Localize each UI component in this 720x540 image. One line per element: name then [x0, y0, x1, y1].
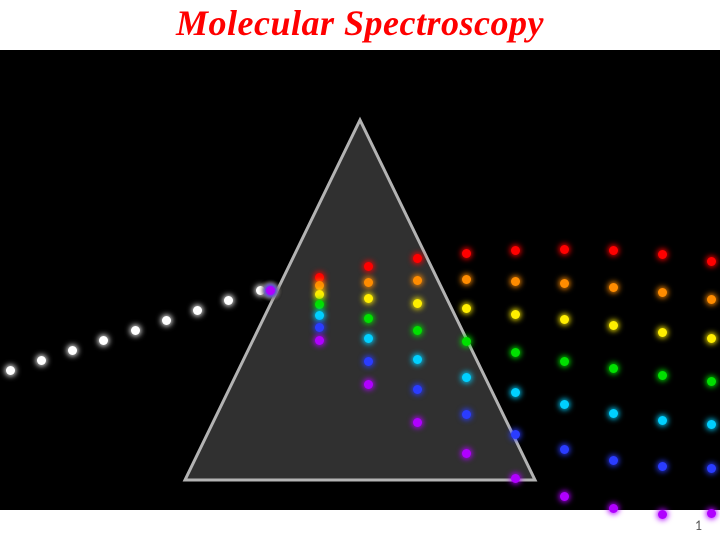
spectrum-photon-violet	[462, 449, 471, 458]
spectrum-photon-violet	[609, 504, 618, 513]
spectrum-photon-red	[658, 250, 667, 259]
spectrum-photon-green	[315, 300, 324, 309]
spectrum-photon-violet	[560, 492, 569, 501]
prism-icon	[0, 50, 720, 510]
spectrum-photon-violet	[266, 286, 275, 295]
spectrum-photon-green	[658, 371, 667, 380]
spectrum-photon-violet	[413, 418, 422, 427]
spectrum-photon-red	[560, 245, 569, 254]
spectrum-photon-blue	[413, 385, 422, 394]
slide-title: Molecular Spectroscopy	[0, 2, 720, 44]
spectrum-photon-yellow	[658, 328, 667, 337]
incoming-photon	[224, 296, 233, 305]
spectrum-photon-blue	[511, 430, 520, 439]
spectrum-photon-green	[707, 377, 716, 386]
slide: Molecular Spectroscopy 1	[0, 0, 720, 540]
spectrum-photon-orange	[707, 295, 716, 304]
spectrum-photon-violet	[511, 474, 520, 483]
spectrum-photon-blue	[364, 357, 373, 366]
spectrum-photon-orange	[364, 278, 373, 287]
spectrum-photon-orange	[315, 281, 324, 290]
spectrum-photon-red	[413, 254, 422, 263]
spectrum-photon-violet	[364, 380, 373, 389]
spectrum-photon-red	[462, 249, 471, 258]
spectrum-photon-yellow	[560, 315, 569, 324]
spectrum-photon-yellow	[707, 334, 716, 343]
incoming-photon	[68, 346, 77, 355]
spectrum-photon-yellow	[609, 321, 618, 330]
spectrum-photon-green	[511, 348, 520, 357]
spectrum-photon-blue	[462, 410, 471, 419]
spectrum-photon-cyan	[462, 373, 471, 382]
prism-shape	[185, 120, 535, 480]
spectrum-photon-orange	[413, 276, 422, 285]
spectrum-photon-cyan	[609, 409, 618, 418]
spectrum-photon-green	[560, 357, 569, 366]
spectrum-photon-cyan	[560, 400, 569, 409]
spectrum-photon-cyan	[364, 334, 373, 343]
incoming-photon	[99, 336, 108, 345]
spectrum-photon-orange	[511, 277, 520, 286]
incoming-photon	[131, 326, 140, 335]
spectrum-photon-violet	[658, 510, 667, 519]
incoming-photon	[162, 316, 171, 325]
spectrum-photon-cyan	[315, 311, 324, 320]
spectrum-photon-cyan	[658, 416, 667, 425]
spectrum-photon-blue	[315, 323, 324, 332]
spectrum-photon-green	[364, 314, 373, 323]
spectrum-photon-red	[609, 246, 618, 255]
page-number: 1	[695, 517, 702, 534]
spectrum-photon-cyan	[707, 420, 716, 429]
spectrum-photon-yellow	[364, 294, 373, 303]
spectrum-photon-blue	[560, 445, 569, 454]
spectrum-photon-cyan	[511, 388, 520, 397]
spectrum-photon-yellow	[413, 299, 422, 308]
spectrum-photon-red	[364, 262, 373, 271]
spectrum-photon-blue	[609, 456, 618, 465]
spectrum-photon-red	[707, 257, 716, 266]
spectrum-photon-orange	[658, 288, 667, 297]
spectrum-photon-yellow	[462, 304, 471, 313]
incoming-photon	[6, 366, 15, 375]
spectrum-photon-orange	[560, 279, 569, 288]
spectrum-photon-blue	[707, 464, 716, 473]
spectrum-photon-yellow	[315, 290, 324, 299]
spectrum-photon-yellow	[511, 310, 520, 319]
incoming-photon	[256, 286, 265, 295]
incoming-photon	[37, 356, 46, 365]
prism-stage	[0, 50, 720, 510]
spectrum-photon-violet	[707, 509, 716, 518]
spectrum-photon-green	[413, 326, 422, 335]
spectrum-photon-green	[609, 364, 618, 373]
spectrum-photon-orange	[609, 283, 618, 292]
spectrum-photon-orange	[462, 275, 471, 284]
spectrum-photon-red	[511, 246, 520, 255]
spectrum-photon-blue	[658, 462, 667, 471]
incoming-photon	[193, 306, 202, 315]
spectrum-photon-violet	[315, 336, 324, 345]
spectrum-photon-cyan	[413, 355, 422, 364]
spectrum-photon-green	[462, 337, 471, 346]
